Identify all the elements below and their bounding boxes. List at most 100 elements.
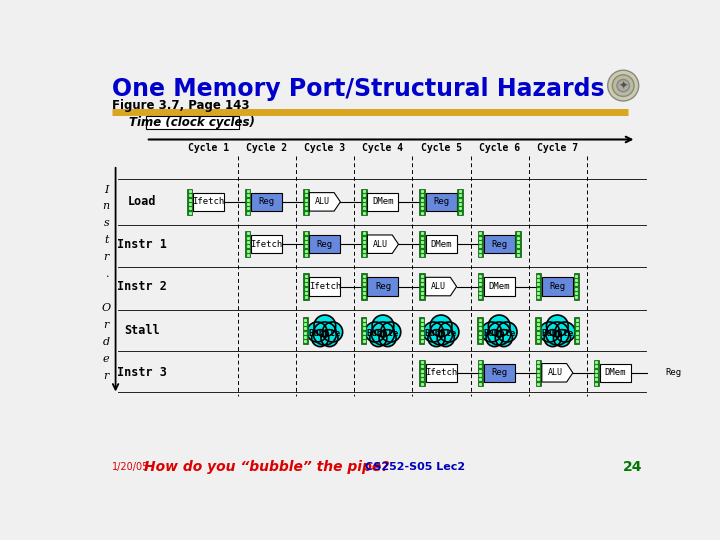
Circle shape (437, 330, 454, 347)
Text: Reg: Reg (433, 197, 449, 206)
Circle shape (323, 322, 343, 342)
Text: O: O (102, 303, 111, 313)
FancyBboxPatch shape (658, 363, 689, 382)
Text: DMem: DMem (488, 282, 510, 291)
FancyBboxPatch shape (457, 189, 463, 215)
FancyBboxPatch shape (302, 318, 308, 343)
FancyBboxPatch shape (574, 318, 580, 343)
Circle shape (423, 322, 444, 342)
Text: One Memory Port/Structural Hazards: One Memory Port/Structural Hazards (112, 77, 604, 102)
Circle shape (487, 322, 510, 345)
Polygon shape (367, 235, 398, 253)
Text: Cycle 3: Cycle 3 (305, 143, 346, 153)
FancyBboxPatch shape (426, 193, 456, 211)
Circle shape (546, 322, 569, 345)
Circle shape (314, 315, 336, 336)
FancyBboxPatch shape (477, 318, 482, 343)
Text: Ifetch: Ifetch (425, 368, 457, 377)
Text: Reg: Reg (491, 240, 508, 249)
FancyBboxPatch shape (303, 189, 309, 215)
FancyBboxPatch shape (426, 235, 456, 253)
Circle shape (428, 330, 445, 347)
Text: Figure 3.7, Page 143: Figure 3.7, Page 143 (112, 99, 249, 112)
Text: Ifetch: Ifetch (309, 282, 341, 291)
Text: n: n (103, 201, 110, 212)
Text: ALU: ALU (547, 368, 562, 377)
Text: Time (clock cycles): Time (clock cycles) (130, 116, 255, 129)
FancyBboxPatch shape (536, 273, 541, 300)
FancyBboxPatch shape (484, 278, 515, 296)
FancyBboxPatch shape (574, 273, 579, 300)
FancyBboxPatch shape (419, 189, 425, 215)
Polygon shape (542, 363, 573, 382)
Text: I: I (104, 185, 109, 194)
Text: Reg: Reg (549, 282, 565, 291)
FancyBboxPatch shape (310, 278, 341, 296)
FancyBboxPatch shape (419, 360, 425, 386)
Circle shape (370, 330, 387, 347)
Text: Instr 3: Instr 3 (117, 366, 167, 379)
Polygon shape (310, 193, 341, 211)
FancyBboxPatch shape (477, 231, 483, 257)
Circle shape (312, 330, 329, 347)
Circle shape (617, 79, 629, 92)
Circle shape (612, 75, 634, 96)
Circle shape (379, 330, 396, 347)
Circle shape (488, 315, 510, 336)
Circle shape (438, 322, 459, 342)
FancyBboxPatch shape (245, 189, 251, 215)
FancyBboxPatch shape (245, 231, 251, 257)
Text: 1/20/05: 1/20/05 (112, 462, 149, 472)
FancyBboxPatch shape (484, 235, 515, 253)
Text: DMem: DMem (605, 368, 626, 377)
Text: Reg: Reg (665, 368, 682, 377)
Circle shape (372, 315, 394, 336)
Text: ALU: ALU (315, 197, 330, 206)
Circle shape (482, 322, 502, 342)
Text: Bubble: Bubble (541, 329, 573, 338)
Text: Instr 1: Instr 1 (117, 238, 167, 251)
Text: r: r (104, 252, 109, 262)
Text: How do you “bubble” the pipe?: How do you “bubble” the pipe? (144, 460, 390, 474)
FancyBboxPatch shape (310, 235, 341, 253)
Circle shape (429, 322, 453, 345)
Text: Bubble: Bubble (483, 329, 516, 338)
Circle shape (431, 315, 452, 336)
FancyBboxPatch shape (193, 193, 224, 211)
FancyBboxPatch shape (303, 231, 309, 257)
Text: DMem: DMem (431, 240, 452, 249)
Circle shape (608, 70, 639, 101)
Text: Reg: Reg (317, 240, 333, 249)
Text: 24: 24 (623, 460, 642, 474)
Circle shape (321, 330, 338, 347)
Text: Stall: Stall (124, 324, 160, 337)
FancyBboxPatch shape (187, 189, 192, 215)
FancyBboxPatch shape (652, 360, 657, 386)
Polygon shape (426, 278, 456, 296)
FancyBboxPatch shape (535, 318, 541, 343)
Text: Cycle 1: Cycle 1 (188, 143, 229, 153)
FancyBboxPatch shape (361, 231, 366, 257)
Text: Reg: Reg (375, 282, 391, 291)
FancyBboxPatch shape (419, 318, 424, 343)
Text: Instr 2: Instr 2 (117, 280, 167, 293)
Text: Bubble: Bubble (309, 329, 341, 338)
Text: DMem: DMem (372, 197, 394, 206)
Text: Bubble: Bubble (425, 329, 457, 338)
FancyBboxPatch shape (367, 278, 398, 296)
FancyBboxPatch shape (361, 318, 366, 343)
Circle shape (313, 322, 336, 345)
Text: e: e (103, 354, 109, 364)
FancyBboxPatch shape (361, 273, 366, 300)
Text: Reg: Reg (258, 197, 275, 206)
Text: ✦: ✦ (618, 80, 628, 91)
FancyBboxPatch shape (477, 273, 483, 300)
Text: t: t (104, 235, 109, 245)
Text: ALU: ALU (373, 240, 388, 249)
Text: Cycle 4: Cycle 4 (362, 143, 403, 153)
Text: Reg: Reg (491, 368, 508, 377)
Circle shape (544, 330, 561, 347)
Text: Cycle 2: Cycle 2 (246, 143, 287, 153)
FancyBboxPatch shape (361, 189, 366, 215)
Text: r: r (104, 371, 109, 381)
